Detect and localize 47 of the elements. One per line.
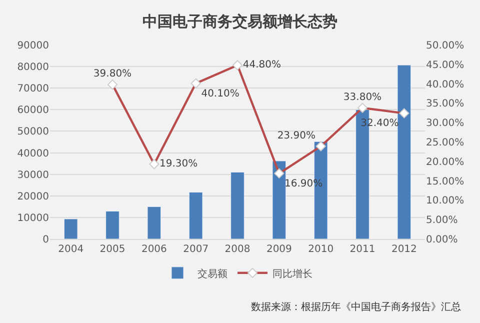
y2-tick-label: 25.00% (426, 138, 464, 148)
x-tick-label: 2007 (183, 244, 209, 255)
y2-tick-label: 20.00% (426, 156, 464, 168)
y2-tick-label: 15.00% (426, 176, 464, 188)
x-tick-label: 2008 (224, 244, 250, 255)
y-tick-label: 80000 (17, 62, 49, 74)
y2-tick-label: 45.00% (426, 60, 464, 71)
y2-tick-label: 5.00% (426, 215, 458, 226)
y2-tick-label: 30.00% (426, 118, 464, 130)
y-tick-label: 40000 (17, 148, 49, 160)
y2-tick-label: 50.00% (426, 40, 464, 52)
y-tick-label: 50000 (17, 126, 49, 138)
y-tick-label: 20000 (17, 191, 49, 202)
data-label: 19.30% (160, 158, 198, 170)
bar (188, 192, 203, 239)
x-tick-label: 2004 (58, 244, 84, 255)
y2-tick-label: 0.00% (426, 234, 458, 246)
x-tick-label: 2009 (266, 244, 292, 255)
data-label: 44.80% (242, 60, 282, 71)
bar (272, 160, 286, 239)
data-label: 40.10% (201, 88, 240, 100)
y-tick-label: 0 (42, 234, 49, 246)
x-tick-label: 2005 (100, 244, 126, 255)
legend-label: 交易额 (198, 268, 228, 280)
y2-tick-label: 35.00% (426, 98, 464, 110)
bar (147, 206, 162, 239)
source-note: 数据来源：根据历年《中国电子商务报告》汇总 (251, 301, 461, 313)
data-label: 23.90% (277, 130, 316, 142)
y-tick-label: 70000 (17, 84, 49, 95)
x-tick-label: 2012 (391, 244, 417, 255)
x-tick-label: 2010 (308, 244, 334, 255)
y-tick-label: 60000 (17, 105, 49, 116)
x-tick-label: 2011 (350, 244, 376, 255)
bar (397, 64, 412, 239)
y-tick-label: 10000 (17, 212, 49, 224)
legend-label: 同比增长 (272, 268, 312, 280)
chart-title: 中国电子商务交易额增长态势 (142, 12, 338, 31)
y2-tick-label: 40.00% (426, 79, 464, 90)
y2-tick-label: 10.00% (426, 196, 464, 207)
data-label: 39.80% (93, 68, 132, 80)
bar (230, 172, 244, 239)
bar (64, 218, 78, 239)
data-label: 33.80% (343, 92, 382, 103)
y-tick-label: 30000 (17, 170, 49, 181)
x-tick-label: 2006 (141, 244, 167, 255)
y-tick-label: 90000 (17, 40, 49, 52)
bar (106, 210, 120, 239)
